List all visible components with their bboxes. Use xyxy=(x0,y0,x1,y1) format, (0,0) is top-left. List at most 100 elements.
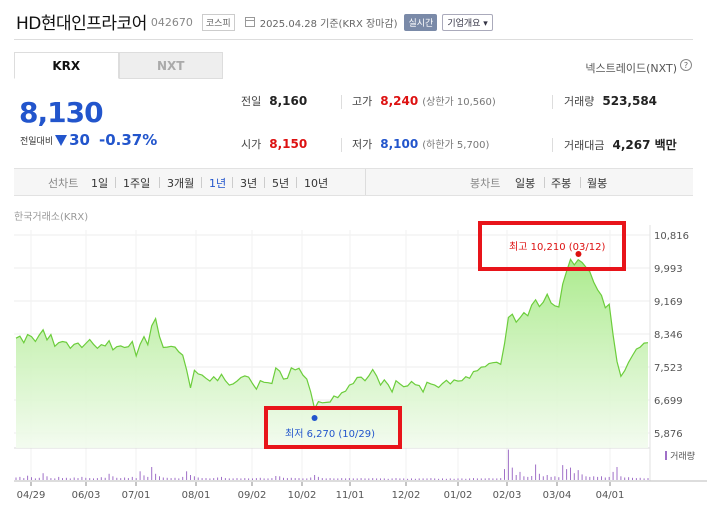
volume-bar xyxy=(325,478,327,480)
period-3y[interactable]: 3년 xyxy=(240,177,258,190)
y-tick-label: 7,523 xyxy=(654,363,683,374)
volume-bar xyxy=(302,478,304,480)
x-tick-label: 11/01 xyxy=(336,490,365,501)
volume-swatch xyxy=(665,451,668,460)
volume-bar xyxy=(426,478,428,480)
period-divider xyxy=(264,177,265,188)
stock-name: HD현대인프라코어 xyxy=(16,13,147,34)
volume-bar xyxy=(166,477,168,480)
period-5y[interactable]: 5년 xyxy=(272,177,290,190)
x-tick-label: 10/02 xyxy=(288,490,317,501)
exchange-tabs: KRX NXT xyxy=(14,52,223,79)
volume-bar xyxy=(411,478,412,480)
tab-nxt[interactable]: NXT xyxy=(118,52,223,79)
market-badge: 코스피 xyxy=(201,13,235,31)
line-chart-title: 선차트 xyxy=(48,177,79,190)
volume-bar xyxy=(232,478,234,480)
volume-bar xyxy=(589,476,591,480)
volume-bar xyxy=(558,477,560,480)
volume-bar xyxy=(290,477,292,480)
volume-bar xyxy=(527,476,529,480)
stat-value: 8,160 xyxy=(269,94,308,108)
tab-krx[interactable]: KRX xyxy=(14,52,119,79)
stat-value: 4,267 백만 xyxy=(612,138,677,152)
down-triangle-icon xyxy=(55,134,68,146)
volume-bar xyxy=(205,478,207,480)
price-area xyxy=(16,259,648,448)
period-1w[interactable]: 1주일 xyxy=(123,177,151,190)
volume-bar xyxy=(442,478,443,480)
period-1y[interactable]: 1년 xyxy=(209,177,227,190)
volume-bar xyxy=(54,478,56,480)
volume-bar xyxy=(515,475,517,480)
volume-bar xyxy=(639,477,641,480)
volume-bar xyxy=(391,478,393,480)
volume-bar xyxy=(224,478,226,480)
volume-bar xyxy=(364,478,366,480)
volume-bar xyxy=(159,476,160,480)
x-tick-label: 09/02 xyxy=(238,490,267,501)
x-tick-label: 07/01 xyxy=(122,490,151,501)
volume-bar xyxy=(635,478,637,480)
volume-bar xyxy=(504,469,505,480)
volume-bar xyxy=(403,478,405,480)
volume-bar xyxy=(310,477,312,480)
volume-bar xyxy=(147,476,149,480)
volume-bar xyxy=(124,477,126,480)
volume-bar xyxy=(162,477,164,480)
volume-bar xyxy=(213,478,215,480)
volume-bar xyxy=(380,478,381,480)
company-info-dropdown[interactable]: 기업개요 ▾ xyxy=(442,13,493,31)
volume-bar xyxy=(418,478,420,480)
volume-bar xyxy=(372,478,374,480)
volume-bar xyxy=(286,478,288,480)
volume-bar xyxy=(434,478,436,480)
change-amount: 30 xyxy=(69,131,90,149)
volume-bar xyxy=(484,478,486,480)
volume-bar xyxy=(186,471,188,480)
y-tick-label: 5,876 xyxy=(654,429,683,440)
x-tick-label: 03/04 xyxy=(543,490,572,501)
volume-bar xyxy=(77,478,79,480)
candle-monthly[interactable]: 월봉 xyxy=(587,177,608,190)
volume-bar xyxy=(34,478,36,480)
volume-bar xyxy=(228,478,230,480)
volume-bar xyxy=(135,478,137,480)
volume-bar xyxy=(387,478,389,480)
volume-bar xyxy=(461,478,463,480)
volume-bar xyxy=(283,477,284,480)
nextrade-link[interactable]: 넥스트레이드(NXT) xyxy=(585,62,677,75)
header-divider xyxy=(14,39,693,40)
volume-bar xyxy=(69,478,71,480)
volume-bar xyxy=(155,473,157,480)
volume-bar xyxy=(217,477,219,480)
period-10y[interactable]: 10년 xyxy=(304,177,329,190)
period-3m[interactable]: 3개월 xyxy=(167,177,195,190)
stock-code: 042670 xyxy=(150,16,193,29)
stat-amount: 거래대금 4,267 백만 xyxy=(564,136,677,153)
volume-bar xyxy=(31,477,32,480)
volume-bar xyxy=(399,478,401,480)
volume-bar xyxy=(58,476,60,480)
volume-bar xyxy=(624,477,626,480)
y-tick-label: 8,346 xyxy=(654,330,683,341)
volume-bar xyxy=(252,478,253,480)
stat-label: 저가 xyxy=(352,138,373,151)
info-icon[interactable]: ? xyxy=(680,59,692,71)
candle-chart-title: 봉차트 xyxy=(470,177,501,190)
x-tick-label: 02/03 xyxy=(493,490,522,501)
period-1d[interactable]: 1일 xyxy=(91,177,109,190)
realtime-button[interactable]: 실시간 xyxy=(404,13,438,31)
chart-period-bar: 선차트 1일 1주일 3개월 1년 3년 5년 10년 봉차트 일봉 주봉 월봉 xyxy=(14,168,693,196)
volume-bar xyxy=(453,478,455,480)
volume-bar xyxy=(604,477,606,480)
volume-bar xyxy=(643,478,645,480)
volume-bar xyxy=(554,476,556,480)
candle-daily[interactable]: 일봉 xyxy=(515,177,536,190)
volume-bar xyxy=(620,476,622,480)
volume-bar xyxy=(259,477,261,480)
volume-bar xyxy=(19,476,21,480)
candle-weekly[interactable]: 주봉 xyxy=(551,177,572,190)
volume-bar xyxy=(182,476,184,480)
